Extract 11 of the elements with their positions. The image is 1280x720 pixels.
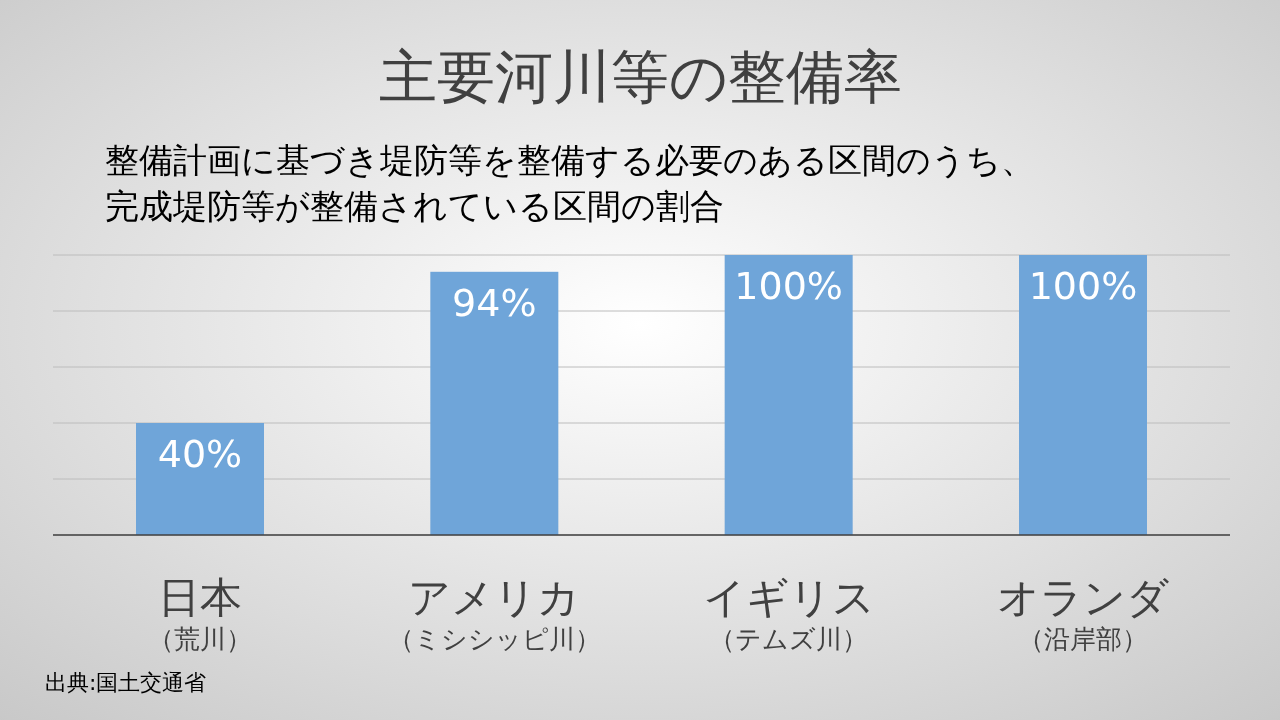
data-label: 94%	[452, 280, 537, 325]
x-tick-label: イギリス（テムズ川）	[702, 573, 875, 654]
data-label: 40%	[157, 432, 243, 476]
data-label: 100%	[734, 264, 843, 308]
x-tick-label: オランダ（沿岸部）	[997, 573, 1169, 654]
x-tick-label: 日本（荒川）	[148, 573, 252, 654]
source-note: 出典:国土交通省	[45, 670, 207, 695]
chart-title: 主要河川等の整備率	[378, 43, 902, 111]
data-label: 100%	[1028, 264, 1138, 308]
chart-subtitle: 整備計画に基づき堤防等を整備する必要のある区間のうち、完成堤防等が整備されている区間の割合	[105, 140, 1035, 226]
x-tick-label: アメリカ（ミシシッピ川）	[387, 573, 601, 654]
